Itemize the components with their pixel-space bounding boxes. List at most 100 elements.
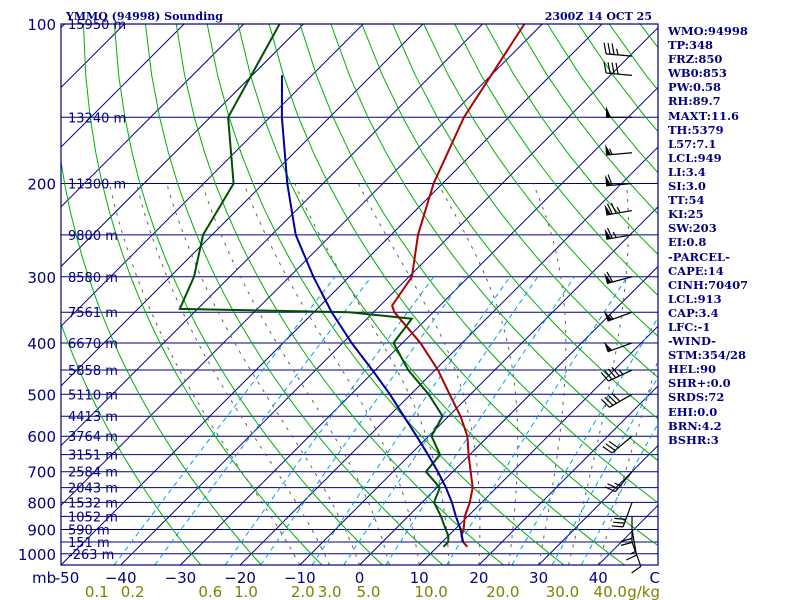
stat-item: FRZ:850 [668,52,723,67]
height-label: 6670 m [68,337,118,352]
mixing-ratio-line [224,276,435,565]
stat-item: SI:3.0 [668,179,706,194]
wind-barb [604,227,633,240]
temperature-tick-label: −40 [105,569,137,587]
dry-adiabat-line [61,322,202,565]
wind-barb [604,202,633,216]
moist-adiabat-line [108,183,301,565]
stat-item: SW:203 [668,221,717,236]
temperature-tick-label: 30 [529,569,548,587]
mixing-ratio-tick-label: 20.0 [486,583,519,600]
wind-barb [603,341,633,353]
isotherm-line [120,26,658,565]
parcel-line [280,75,465,543]
stat-item: L57:7.1 [668,136,717,151]
valid-time: 2300Z 14 OCT 25 [545,10,652,23]
stat-item: BSHR:3 [668,432,719,447]
wind-barb [620,516,633,546]
isotherm-line [538,444,658,565]
wind-barb [600,392,633,408]
dry-adiabat-line [454,24,658,297]
height-label: 3151 m [68,449,118,464]
isotherm-line [0,24,5,565]
stat-item: STM:354/28 [668,348,747,363]
dry-adiabat-line [546,24,658,174]
moist-adiabat-line [166,183,360,565]
moist-adiabat-line [135,183,331,565]
stat-item: KI:25 [668,207,704,222]
mixing-ratio-unit-label: g/kg [627,583,660,600]
mixing-ratio-line [113,276,336,565]
temperature-tick-label: −20 [224,569,256,587]
station-title: YMMQ (94998) Sounding [65,10,223,23]
wind-barb [611,502,633,528]
dry-adiabat-line [361,24,658,420]
wind-barb [603,61,633,76]
isotherm-line [61,24,66,29]
height-label: 151 m [68,536,110,551]
temperature-line [390,24,526,548]
skewt-chart: 15950 m 13240 m 11300 m 9800 m 8580 m 7561 m 6… [0,10,660,600]
stats-panel: WMO:94998 TP:348 FRZ:850 WB0:853 PW:0.58 RH:8… [668,24,798,447]
stat-item: SRDS:72 [668,390,725,405]
wind-barb [605,174,633,187]
wind-barb [605,144,633,156]
pressure-tick-label: 1000 [18,546,56,564]
isotherm-line [61,24,304,268]
height-label: 9800 m [68,229,118,244]
moist-adiabat-line [532,183,567,565]
mixing-ratio-tick-label: 0.2 [121,583,145,600]
wind-barb [631,541,642,574]
wind-barb [603,310,633,322]
height-label: 15950 m [68,18,126,33]
height-label: 1532 m [68,496,118,511]
stat-item: LCL:949 [668,150,722,165]
stat-item: TT:54 [668,193,705,208]
dry-adiabat-line [392,24,658,379]
temperature-tick-label: -50 [55,569,80,587]
mixing-ratio-tick-label: 3.0 [318,583,342,600]
isotherm-line [61,24,185,148]
stat-item: CAPE:14 [668,263,724,278]
dry-adiabat-line [268,24,658,547]
height-label: 590 m [68,524,110,539]
temperature-tick-label: 0 [355,569,365,587]
background-grid [0,24,658,565]
mixing-ratio-line [154,276,372,565]
wind-barb [600,366,633,382]
height-label: 2043 m [68,482,118,497]
pressure-tick-label: 900 [27,522,56,540]
stat-item: EI:0.8 [668,235,707,250]
stat-item: -PARCEL- [668,249,730,264]
height-label: 3764 m [68,430,118,445]
pressure-tick-label: 200 [27,175,56,193]
height-label: 11300 m [68,177,126,192]
wind-barbs [600,42,642,574]
mixing-ratio-line [260,276,466,565]
stat-item: TH:5379 [668,122,724,137]
pressure-tick-label: 500 [27,386,56,404]
wind-barb [604,271,633,285]
isotherm-line [61,24,364,327]
height-labels: 15950 m 13240 m 11300 m 9800 m 8580 m 7561 m 6… [68,18,126,563]
temperature-tick-label: −30 [165,569,197,587]
height-label: 4413 m [68,410,118,425]
stat-item: WMO:94998 [668,24,748,38]
isotherm-line [61,24,424,387]
dry-adiabat-line [83,24,323,565]
wind-barb [625,529,638,561]
moist-adiabat-line [568,183,629,565]
stat-item: PW:0.58 [668,80,722,95]
height-label: -263 m [68,548,114,563]
dry-adiabat-line [113,24,383,565]
stat-item: SHR+:0.0 [668,376,731,391]
moist-adiabat-line [294,183,450,565]
isotherm-line [180,86,658,565]
stat-item: LFC:-1 [668,319,711,334]
pressure-tick-label: 700 [27,464,56,482]
stat-item: CAP:3.4 [668,305,719,320]
mixing-ratio-line [580,422,658,565]
temperature-unit-label: C [650,569,660,587]
temperature-tick-label: 20 [469,569,488,587]
